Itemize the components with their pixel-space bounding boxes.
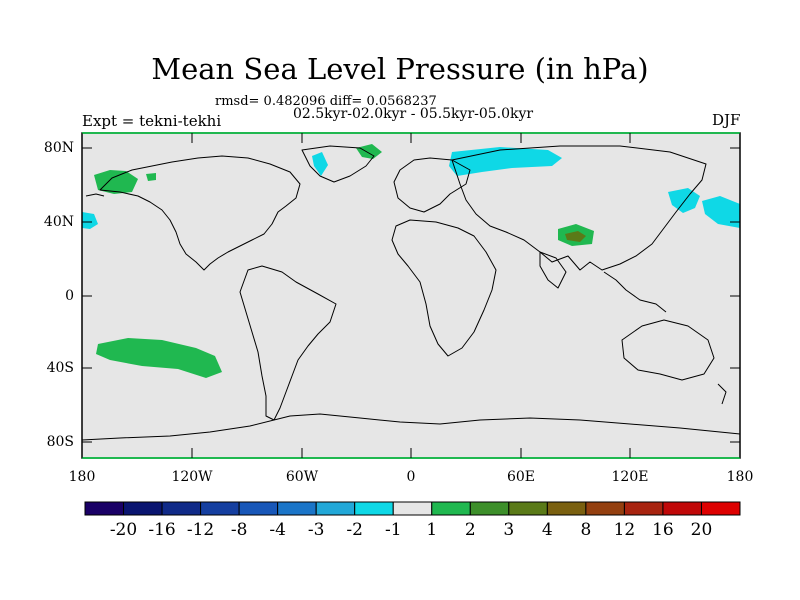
colorbar	[84, 501, 741, 516]
colorbar-label: -4	[269, 520, 286, 540]
anomaly-greenland-positive	[356, 144, 382, 159]
coast-north-america	[99, 155, 301, 271]
coast-africa	[391, 219, 497, 357]
colorbar-box	[200, 501, 240, 516]
coast-alaska-chain	[85, 193, 105, 197]
anomaly-pacific-ne-negative	[668, 188, 700, 213]
stats-text: rmsd= 0.482096 diff= 0.0568237	[215, 94, 437, 109]
coast-greenland	[301, 145, 375, 183]
lat-label-80n: 80N	[43, 140, 74, 156]
colorbar-box	[508, 501, 548, 516]
anomaly-south-pacific-positive	[96, 338, 222, 378]
colorbar-label: 20	[690, 520, 713, 540]
colorbar-label: 4	[541, 520, 553, 540]
coast-asia	[451, 145, 707, 271]
colorbar-box	[354, 501, 394, 516]
lon-label-120e: 120E	[611, 469, 649, 485]
anomaly-pacific-east-negative	[702, 196, 740, 228]
anomaly-north-pacific-positive	[94, 170, 138, 194]
lat-label-40s: 40S	[46, 360, 74, 376]
lon-label-60w: 60W	[285, 469, 319, 485]
anomaly-pacific-west-negative	[82, 212, 98, 229]
colorbar-label: 2	[464, 520, 476, 540]
anomaly-small-positive	[146, 173, 156, 181]
lon-label-60e: 60E	[506, 469, 536, 485]
colorbar-label: -12	[186, 520, 215, 540]
colorbar-box	[315, 501, 356, 516]
season-label: DJF	[712, 111, 741, 129]
coastlines	[81, 145, 741, 441]
lon-label-120w: 120W	[171, 469, 213, 485]
colorbar-label: -16	[148, 520, 176, 540]
map-title: Mean Sea Level Pressure (in hPa)	[151, 52, 649, 86]
colorbar-label: -20	[109, 520, 138, 540]
coast-antarctica	[81, 413, 741, 441]
colorbar-label: -8	[230, 520, 248, 540]
colorbar-label: 1	[426, 520, 438, 540]
anomaly-greenland-negative	[312, 152, 328, 176]
lat-label-80s: 80S	[46, 434, 74, 450]
colorbar-box	[585, 501, 625, 516]
lat-label-0: 0	[65, 288, 74, 304]
colorbar-box	[662, 501, 702, 516]
colorbar-label: -3	[307, 520, 325, 540]
lon-label-180w: 180	[68, 469, 96, 485]
colorbar-label: 16	[652, 520, 674, 540]
colorbar-box	[277, 501, 317, 516]
lon-label-180e: 180	[726, 469, 754, 485]
lon-label-0: 0	[406, 469, 416, 485]
period-text: 02.5kyr-02.0kyr - 05.5kyr-05.0kyr	[293, 106, 534, 122]
colorbar-box	[392, 501, 433, 516]
colorbar-label: 8	[580, 520, 592, 540]
coast-europe	[393, 157, 471, 213]
colorbar-label: 12	[613, 520, 636, 540]
axis-ticks	[81, 133, 741, 458]
coast-australia	[621, 319, 715, 381]
coast-southeast-asia	[603, 271, 667, 313]
colorbar-box	[431, 501, 471, 516]
colorbar-label: -2	[346, 520, 363, 540]
colorbar-box	[123, 501, 163, 516]
coast-india	[539, 251, 567, 289]
colorbar-box	[469, 501, 510, 516]
map-background	[82, 133, 740, 458]
coast-new-zealand	[717, 383, 727, 405]
colorbar-box	[84, 501, 125, 516]
colorbar-label: -1	[384, 520, 402, 540]
colorbar-box	[623, 501, 664, 516]
coast-south-america	[239, 265, 337, 421]
colorbar-box	[700, 501, 741, 516]
experiment-label: Expt = tekni-tekhi	[82, 112, 222, 130]
lat-label-40n: 40N	[43, 214, 74, 230]
colorbar-box	[546, 501, 587, 516]
colorbar-box	[161, 501, 202, 516]
anomaly-tibet-strong	[565, 231, 586, 242]
colorbar-label: 3	[503, 520, 515, 540]
colorbar-box	[238, 501, 279, 516]
